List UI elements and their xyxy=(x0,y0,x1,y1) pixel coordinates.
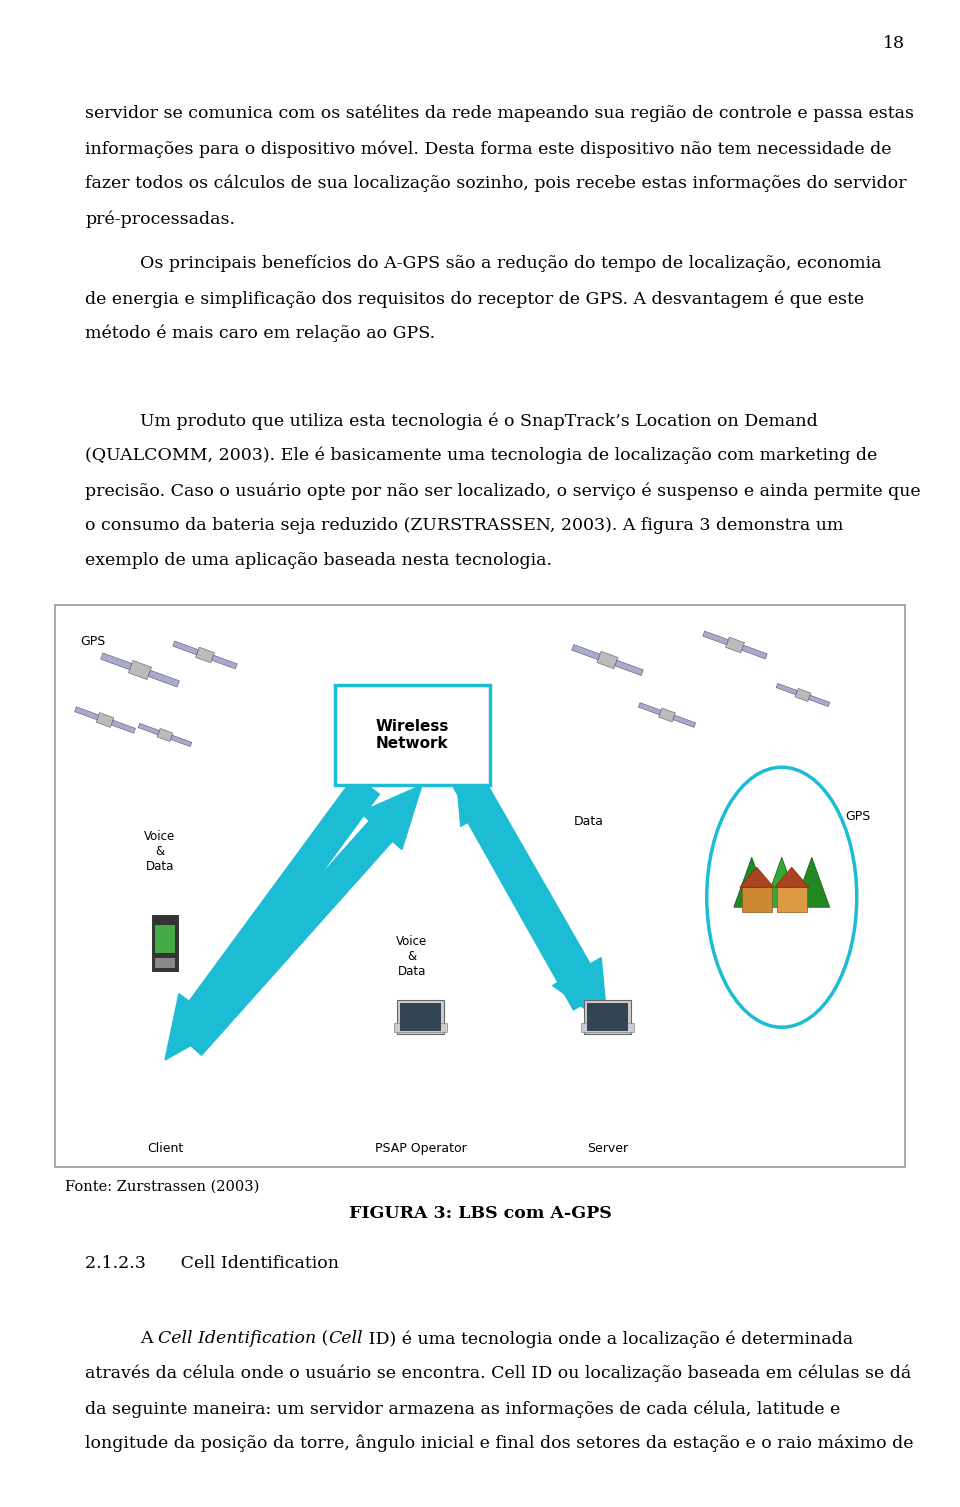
Bar xyxy=(726,637,744,653)
Polygon shape xyxy=(179,785,422,1055)
Bar xyxy=(588,1019,627,1026)
Text: Server: Server xyxy=(587,1142,628,1154)
Bar xyxy=(659,708,676,722)
Bar xyxy=(587,1004,629,1031)
Text: Um produto que utiliza esta tecnologia é o SnapTrack’s Location on Demand: Um produto que utiliza esta tecnologia é… xyxy=(140,411,818,429)
Text: Voice
&
Data: Voice & Data xyxy=(144,830,176,873)
Bar xyxy=(129,660,152,680)
Text: Cell: Cell xyxy=(328,1331,363,1347)
Bar xyxy=(111,720,135,732)
Bar xyxy=(401,1019,440,1026)
Text: ID) é uma tecnologia onde a localização é determinada: ID) é uma tecnologia onde a localização … xyxy=(363,1331,853,1347)
Text: o consumo da bateria seja reduzido (ZURSTRASSEN, 2003). A figura 3 demonstra um: o consumo da bateria seja reduzido (ZURS… xyxy=(85,517,844,533)
Polygon shape xyxy=(165,776,379,1059)
Text: exemplo de uma aplicação baseada nesta tecnologia.: exemplo de uma aplicação baseada nesta t… xyxy=(85,552,552,570)
Bar xyxy=(396,1001,444,1034)
Bar xyxy=(795,689,811,702)
Bar xyxy=(638,702,661,714)
Text: 2.1.2.3  Cell Identification: 2.1.2.3 Cell Identification xyxy=(85,1255,339,1272)
Bar xyxy=(742,645,767,659)
Bar xyxy=(155,958,175,969)
Text: informações para o dispositivo móvel. Desta forma este dispositivo não tem neces: informações para o dispositivo móvel. De… xyxy=(85,140,892,158)
Bar xyxy=(75,707,99,720)
Text: A: A xyxy=(140,1331,158,1347)
Text: através da célula onde o usuário se encontra. Cell ID ou localização baseada em : através da célula onde o usuário se enco… xyxy=(85,1365,911,1382)
Bar xyxy=(416,1011,425,1019)
Text: Client: Client xyxy=(147,1142,183,1154)
Text: Cell Identification: Cell Identification xyxy=(158,1331,316,1347)
Bar xyxy=(742,888,772,912)
Bar xyxy=(615,660,643,675)
Bar xyxy=(603,1011,612,1019)
Bar xyxy=(148,671,180,687)
Bar xyxy=(572,645,600,660)
Text: longitude da posição da torre, ângulo inicial e final dos setores da estação e o: longitude da posição da torre, ângulo in… xyxy=(85,1435,914,1453)
Text: servidor se comunica com os satélites da rede mapeando sua região de controle e : servidor se comunica com os satélites da… xyxy=(85,105,914,122)
Bar xyxy=(673,716,696,728)
Bar xyxy=(776,683,798,695)
Text: de energia e simplificação dos requisitos do receptor de GPS. A desvantagem é qu: de energia e simplificação dos requisito… xyxy=(85,289,864,307)
Polygon shape xyxy=(733,857,770,907)
Bar xyxy=(777,888,806,912)
Text: 18: 18 xyxy=(883,35,905,53)
Polygon shape xyxy=(775,867,808,888)
Polygon shape xyxy=(794,857,829,907)
Bar xyxy=(171,735,192,746)
Bar xyxy=(394,1023,447,1032)
Text: Wireless
Network: Wireless Network xyxy=(375,719,448,750)
Text: da seguinte maneira: um servidor armazena as informações de cada célula, latitud: da seguinte maneira: um servidor armazen… xyxy=(85,1400,840,1418)
Bar xyxy=(584,1001,632,1034)
Text: pré-processadas.: pré-processadas. xyxy=(85,209,235,228)
Bar xyxy=(334,686,490,785)
Text: fazer todos os cálculos de sua localização sozinho, pois recebe estas informaçõe: fazer todos os cálculos de sua localizaç… xyxy=(85,175,906,193)
Text: GPS: GPS xyxy=(845,809,871,823)
Polygon shape xyxy=(454,773,608,1025)
Polygon shape xyxy=(764,857,800,907)
Text: (: ( xyxy=(316,1331,328,1347)
Bar xyxy=(581,1023,635,1032)
Bar xyxy=(173,640,199,654)
Bar xyxy=(212,656,237,669)
Text: GPS: GPS xyxy=(80,634,106,648)
Bar xyxy=(808,695,829,707)
Text: Data: Data xyxy=(573,815,604,827)
Polygon shape xyxy=(740,867,774,888)
Bar xyxy=(597,651,618,669)
Bar xyxy=(152,915,178,972)
Text: precisão. Caso o usuário opte por não ser localizado, o serviço é suspenso e ain: precisão. Caso o usuário opte por não se… xyxy=(85,482,921,499)
Text: Os principais benefícios do A-GPS são a redução do tempo de localização, economi: Os principais benefícios do A-GPS são a … xyxy=(140,255,881,273)
Bar xyxy=(157,728,173,741)
Bar xyxy=(155,925,175,954)
Bar xyxy=(55,604,905,1166)
Polygon shape xyxy=(457,784,590,1010)
Bar xyxy=(101,653,132,669)
Text: método é mais caro em relação ao GPS.: método é mais caro em relação ao GPS. xyxy=(85,326,435,342)
Text: FIGURA 3: LBS com A-GPS: FIGURA 3: LBS com A-GPS xyxy=(348,1206,612,1222)
Bar xyxy=(138,723,159,735)
Bar xyxy=(703,631,729,645)
Text: Voice
&
Data: Voice & Data xyxy=(396,934,427,978)
Bar xyxy=(96,713,114,728)
Bar xyxy=(399,1004,442,1031)
Text: PSAP Operator: PSAP Operator xyxy=(374,1142,467,1154)
Text: (QUALCOMM, 2003). Ele é basicamente uma tecnologia de localização com marketing : (QUALCOMM, 2003). Ele é basicamente uma … xyxy=(85,448,877,464)
Bar xyxy=(196,647,214,663)
Text: Fonte: Zurstrassen (2003): Fonte: Zurstrassen (2003) xyxy=(65,1180,259,1194)
